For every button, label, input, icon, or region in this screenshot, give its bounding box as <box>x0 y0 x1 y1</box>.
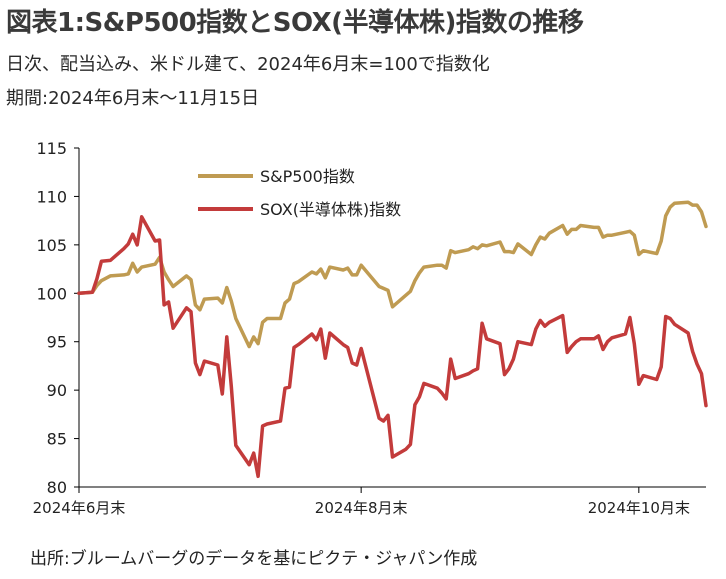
y-tick-label: 90 <box>47 381 67 400</box>
chart-title: 図表1:S&P500指数とSOX(半導体株)指数の推移 <box>6 8 584 38</box>
legend-label-sox: SOX(半導体株)指数 <box>260 200 401 219</box>
y-tick-label: 85 <box>47 430 67 449</box>
x-tick-label: 2024年6月末 <box>33 499 126 517</box>
y-tick-label: 110 <box>36 187 67 206</box>
y-tick-label: 115 <box>36 139 67 158</box>
y-tick-label: 80 <box>47 478 67 497</box>
chart-period: 期間:2024年6月末〜11月15日 <box>6 88 260 109</box>
sp500-series-line <box>77 200 708 349</box>
legend-label-sp500: S&P500指数 <box>260 167 355 186</box>
sox-series-line <box>77 215 708 479</box>
y-tick-label: 95 <box>47 333 67 352</box>
x-tick-label: 2024年8月末 <box>315 499 408 517</box>
x-tick-label: 2024年10月末 <box>588 499 690 517</box>
chart-subtitle: 日次、配当込み、米ドル建て、2024年6月末=100で指数化 <box>6 54 490 75</box>
y-tick-label: 105 <box>36 236 67 255</box>
source-note: 出所:ブルームバーグのデータを基にピクテ・ジャパン作成 <box>30 549 478 569</box>
y-tick-label: 100 <box>36 284 67 303</box>
